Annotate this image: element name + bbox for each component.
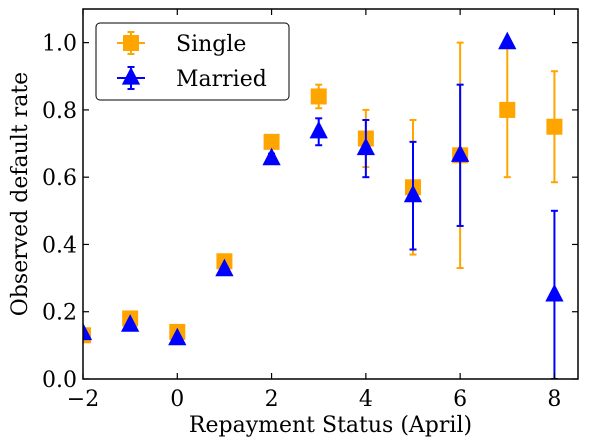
y-tick-label: 0.4 xyxy=(42,233,77,258)
data-point xyxy=(545,283,564,302)
legend-item-single: Single xyxy=(117,31,246,57)
plot-area xyxy=(83,31,564,379)
data-point xyxy=(498,31,517,50)
data-point xyxy=(403,184,423,203)
data-series xyxy=(83,31,564,379)
y-tick-label: 0.8 xyxy=(42,99,77,124)
legend: Single Married xyxy=(95,22,290,101)
data-point xyxy=(546,118,563,135)
axes: −2 0 2 4 6 8 0.0 0.2 0.4 0.6 0.8 1.0 xyxy=(42,8,579,412)
data-point xyxy=(215,258,234,277)
x-tick-label: 8 xyxy=(547,387,561,412)
data-point xyxy=(356,137,376,156)
data-point xyxy=(262,147,281,166)
y-tick-label: 0.6 xyxy=(42,166,77,191)
y-axis-label: Observed default rate xyxy=(8,72,33,316)
legend-label: Married xyxy=(176,67,267,92)
x-tick-label: 4 xyxy=(359,387,373,412)
x-axis-label: Repayment Status (April) xyxy=(189,413,472,438)
y-tick-label: 0.2 xyxy=(42,301,77,326)
legend-item-married: Married xyxy=(117,66,267,92)
x-tick-label: 2 xyxy=(265,387,279,412)
legend-marker xyxy=(121,66,141,85)
legend-label: Single xyxy=(176,32,246,57)
data-point xyxy=(120,314,140,332)
data-point xyxy=(450,144,470,162)
data-point xyxy=(499,101,516,118)
series-married xyxy=(83,31,564,379)
data-point xyxy=(168,327,187,346)
y-tick-label: 0.0 xyxy=(42,368,77,393)
x-tick-label: 6 xyxy=(453,387,467,412)
data-point xyxy=(310,88,327,105)
y-tick-label: 1.0 xyxy=(42,32,77,57)
data-point xyxy=(309,120,328,139)
data-point xyxy=(263,133,280,150)
data-point xyxy=(83,322,93,341)
legend-marker xyxy=(123,35,139,51)
plot-frame xyxy=(82,8,579,380)
x-tick-label: 0 xyxy=(170,387,184,412)
x-tick-label: −2 xyxy=(67,387,99,412)
